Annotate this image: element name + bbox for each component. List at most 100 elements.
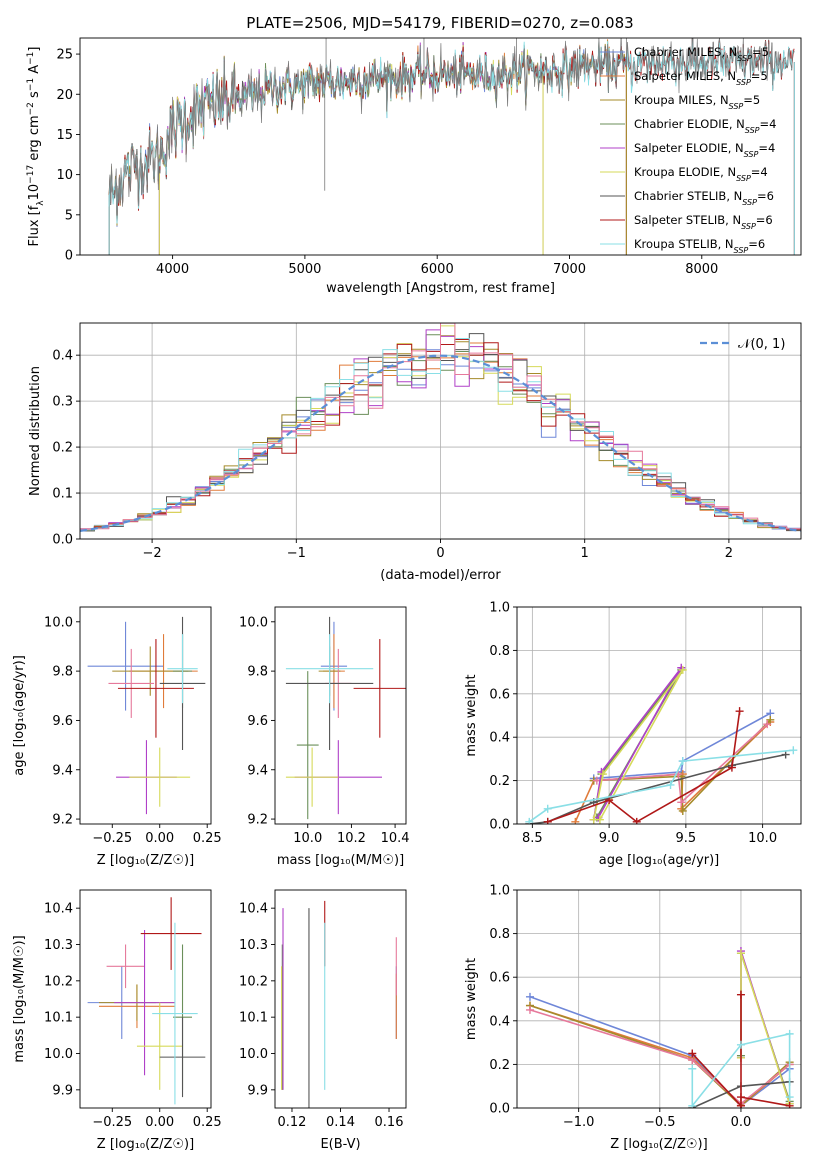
y-tick-label: 20: [56, 88, 73, 103]
weight-line: [593, 667, 682, 820]
weight-marker: [571, 817, 580, 824]
weight-marker: [632, 817, 641, 824]
y-axis-label-part: −17: [26, 165, 36, 184]
axes-frame: [274, 889, 407, 1109]
y-tick-label: 15: [56, 128, 73, 143]
y-tick-label: 10.3: [239, 938, 268, 953]
x-tick-label: 0: [436, 546, 444, 561]
axes-frame: [79, 322, 802, 540]
weight-line: [529, 753, 786, 824]
weight-line: [740, 952, 791, 1104]
legend-label: Salpeter STELIB, NSSP=6: [634, 213, 773, 231]
y-axis-label-part: A: [27, 65, 42, 78]
spectrum-panel: 4000 5000 6000 7000 8000 0 5 10 15 20 25 wavelength…: [26, 37, 802, 296]
y-tick-label: 9.4: [247, 763, 268, 778]
legend-label: Chabrier STELIB, NSSP=6: [634, 189, 774, 207]
legend-label-text: Kroupa STELIB, N: [634, 237, 734, 251]
weight-marker: [736, 990, 745, 999]
legend-label-text: Chabrier STELIB, N: [634, 189, 742, 203]
x-tick-label: 9.5: [676, 831, 697, 846]
legend-label-tail: =6: [748, 237, 765, 251]
x-axis-label: wavelength [Angstrom, rest frame]: [326, 281, 555, 296]
legend-label: Salpeter MILES, NSSP=5: [634, 69, 768, 87]
x-tick-label: 7000: [553, 262, 586, 277]
legend-label-sub: SSP: [736, 174, 751, 183]
y-tick-label: 9.2: [52, 813, 73, 828]
axes-frame: [516, 889, 802, 1109]
y-axis-label: mass [log₁₀(M/M☉)]: [12, 935, 27, 1062]
x-tick-label: 0.25: [193, 1115, 222, 1130]
weight-marker: [525, 992, 534, 1001]
legend-label-sub: SSP: [741, 222, 756, 231]
age-vs-mass-panel: 10.0 10.2 10.4 9.2 9.4 9.6 9.8 10.0 mass [log₁₀(…: [239, 606, 410, 868]
x-tick-label: 9.0: [599, 831, 620, 846]
y-tick-label: 9.4: [52, 763, 73, 778]
weight-marker: [789, 746, 798, 755]
legend-label-tail: =5: [743, 93, 760, 107]
y-tick-label: 1.0: [489, 884, 510, 899]
legend-label-text: Kroupa MILES, N: [634, 93, 729, 107]
x-tick-label: −1.0: [563, 1115, 595, 1130]
y-tick-label: 0.2: [489, 774, 510, 789]
weight-line: [691, 994, 790, 1108]
plot-area: [280, 900, 397, 1108]
y-tick-label: 9.9: [247, 1083, 268, 1098]
legend-label: Salpeter ELODIE, NSSP=4: [634, 141, 775, 159]
legend-label: Kroupa STELIB, NSSP=6: [634, 237, 765, 255]
weight-line: [593, 712, 771, 780]
plot-area: [525, 663, 798, 824]
weight-marker: [666, 780, 675, 789]
y-tick-label: 9.6: [247, 714, 268, 729]
y-tick-label: 0.6: [489, 687, 510, 702]
x-axis-label: Z [log₁₀(Z/Z☉)]: [610, 1137, 707, 1152]
plot-area: [108, 38, 795, 255]
y-tick-label: 0.6: [489, 971, 510, 986]
x-tick-label: 8000: [685, 262, 718, 277]
weight-marker: [727, 763, 736, 772]
x-tick-label: 0.00: [145, 831, 174, 846]
weight-marker: [785, 1029, 794, 1038]
legend-label-sub: SSP: [729, 102, 744, 111]
weight-marker: [735, 707, 744, 716]
legend: Chabrier MILES, NSSP=5 Salpeter MILES, NS…: [600, 45, 776, 255]
y-tick-label: 0.8: [489, 927, 510, 942]
y-tick-label: 10: [56, 168, 73, 183]
plot-area: [525, 947, 794, 1108]
legend-label-tail: =6: [757, 189, 774, 203]
legend-label: Chabrier ELODIE, NSSP=4: [634, 117, 776, 135]
legend-label: 𝒩(0, 1): [738, 337, 785, 352]
residual-histogram: [80, 323, 801, 530]
y-tick-label: 9.2: [247, 813, 268, 828]
weight-marker: [785, 1093, 794, 1102]
weight-line: [596, 723, 768, 804]
y-axis-label: Flux [fλ10−17 erg cm−2 s−1 A−1]: [26, 47, 46, 247]
y-tick-label: 0.0: [52, 533, 73, 548]
legend-label-tail: =4: [760, 117, 777, 131]
y-tick-label: 25: [56, 48, 73, 63]
legend-label-tail: =5: [752, 45, 769, 59]
x-tick-label: 0.12: [278, 1115, 307, 1130]
age-vs-Z-panel: −0.25 0.00 0.25 9.2 9.4 9.6 9.8 10.0 Z [log₁₀(Z/…: [12, 606, 222, 868]
weight-marker: [688, 1049, 697, 1058]
y-axis-label-part: −2: [26, 102, 36, 115]
y-axis-label-part: −1: [26, 52, 36, 65]
weight-marker: [763, 720, 772, 729]
y-tick-label: 10.2: [44, 974, 73, 989]
weight-marker: [677, 798, 686, 807]
y-axis-label: age [log₁₀(age/yr)]: [12, 655, 27, 776]
y-tick-label: 0.0: [489, 818, 510, 833]
legend-label: Chabrier MILES, NSSP=5: [634, 45, 769, 63]
legend-label-sub: SSP: [736, 78, 751, 87]
axes-frame: [79, 37, 802, 256]
weight-marker: [736, 1040, 745, 1049]
x-tick-label: 1: [581, 546, 589, 561]
y-tick-label: 0.4: [489, 731, 510, 746]
legend-label-sub: SSP: [745, 126, 760, 135]
legend-label-text: Chabrier ELODIE, N: [634, 117, 745, 131]
x-axis-label: Z [log₁₀(Z/Z☉)]: [97, 1137, 194, 1152]
x-tick-label: −0.5: [644, 1115, 676, 1130]
weight-marker: [678, 665, 687, 674]
y-tick-label: 10.0: [44, 615, 73, 630]
legend-label: Kroupa ELODIE, NSSP=4: [634, 165, 768, 183]
legend-label-sub: SSP: [737, 54, 752, 63]
